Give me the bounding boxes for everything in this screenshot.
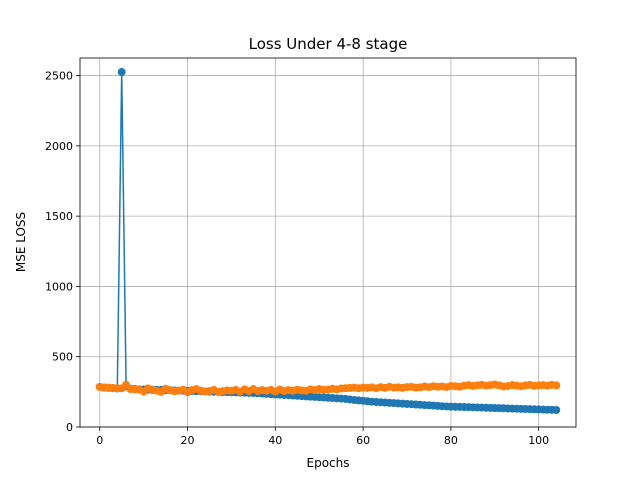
x-axis-label: Epochs	[307, 456, 350, 470]
chart-title: Loss Under 4-8 stage	[249, 35, 408, 53]
data-point	[117, 68, 126, 77]
x-tick-label: 40	[268, 434, 282, 447]
y-tick-label: 2500	[45, 70, 73, 83]
y-tick-label: 2000	[45, 140, 73, 153]
grid-lines	[80, 58, 576, 428]
data-point	[552, 381, 561, 390]
y-axis-label: MSE LOSS	[14, 212, 28, 272]
series-1	[95, 68, 561, 414]
series-2	[95, 380, 561, 397]
x-tick-label: 80	[444, 434, 458, 447]
data-point	[552, 405, 561, 414]
y-tick-label: 1500	[45, 210, 73, 223]
axes-frame	[79, 57, 577, 428]
x-tick-label: 20	[181, 434, 195, 447]
y-tick-label: 500	[52, 351, 73, 364]
y-tick-label: 0	[66, 421, 73, 434]
x-tick-label: 100	[528, 434, 549, 447]
x-tick-label: 60	[356, 434, 370, 447]
x-tick-label: 0	[96, 434, 103, 447]
y-tick-label: 1000	[45, 280, 73, 293]
series-line	[99, 71, 557, 411]
plot-area	[95, 68, 561, 414]
